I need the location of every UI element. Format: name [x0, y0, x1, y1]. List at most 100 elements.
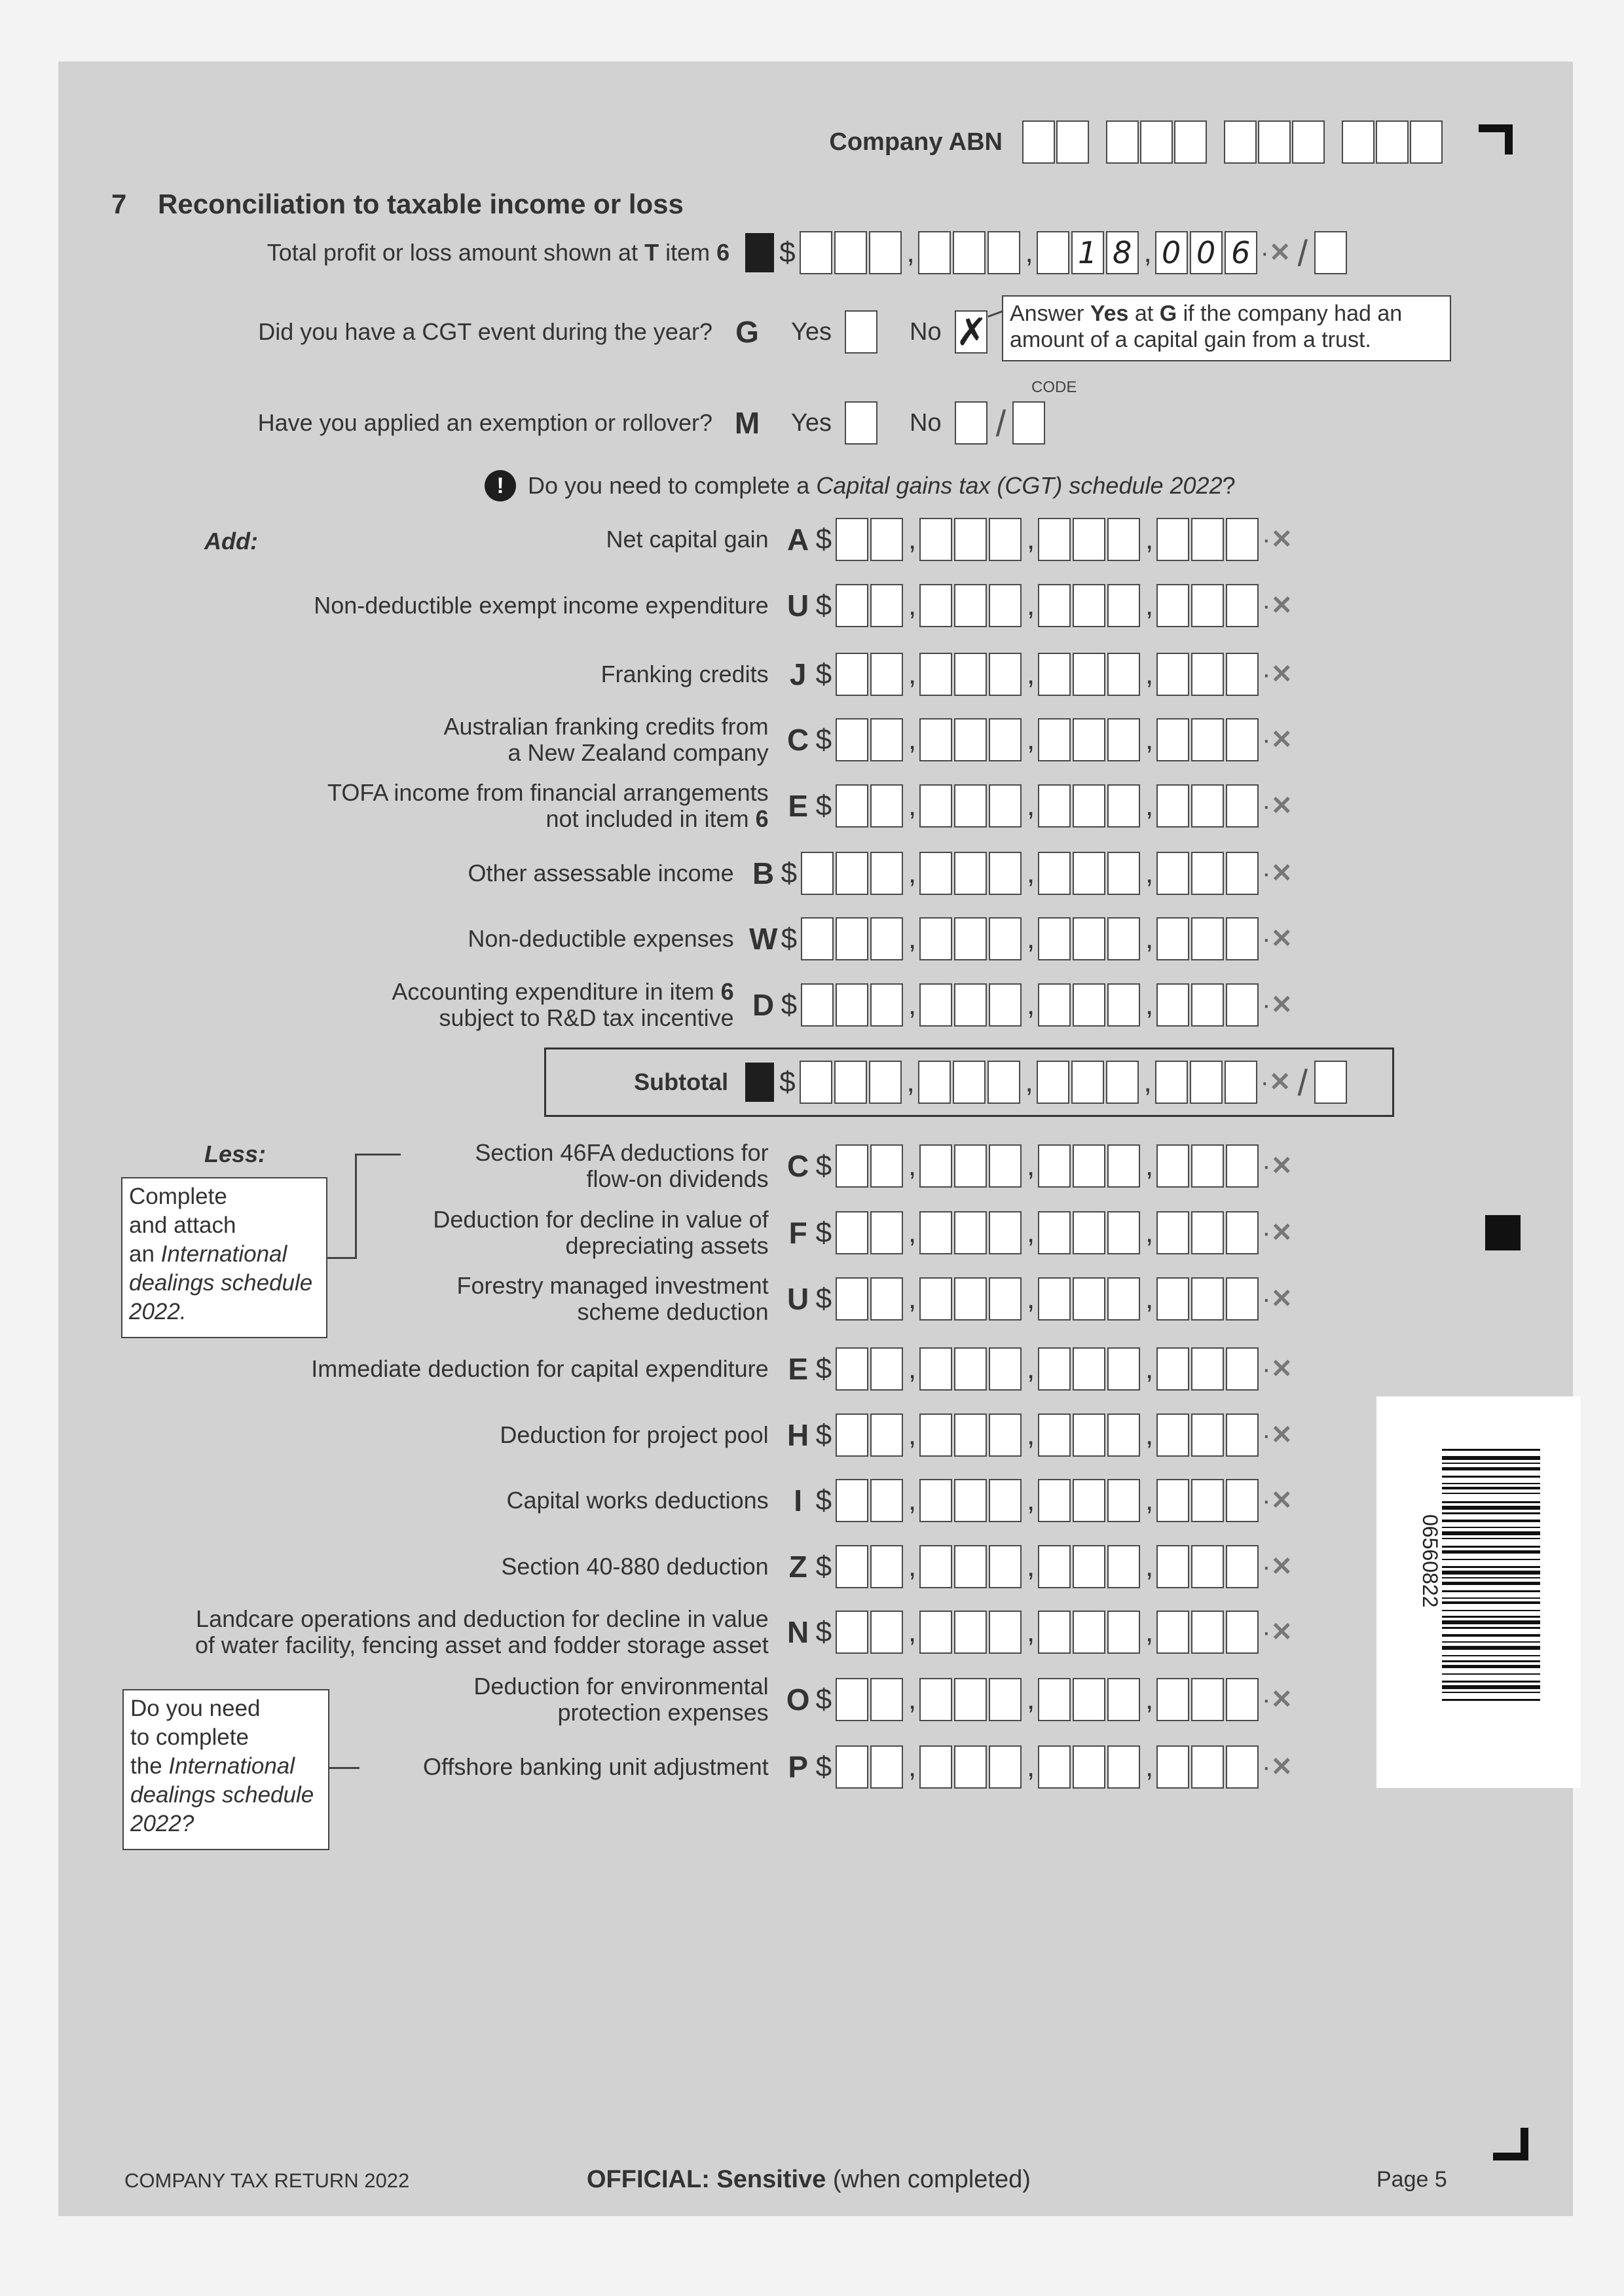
digit-box[interactable] [868, 231, 902, 274]
digit-box[interactable] [919, 1479, 953, 1522]
digit-box[interactable] [954, 1479, 987, 1522]
digit-box[interactable] [870, 1347, 904, 1391]
digit-box[interactable] [1156, 1211, 1190, 1254]
amount-input[interactable]: ,,, [836, 1611, 1261, 1654]
digit-box[interactable] [870, 518, 904, 561]
digit-box[interactable] [1107, 518, 1141, 561]
digit-box[interactable] [836, 1745, 869, 1789]
digit-box[interactable] [989, 784, 1022, 828]
digit-box[interactable] [1191, 718, 1225, 761]
digit-box[interactable] [954, 1678, 987, 1721]
digit-box[interactable] [1140, 120, 1173, 164]
digit-box[interactable] [919, 718, 953, 761]
loss-code-box[interactable] [1314, 231, 1347, 274]
digit-box[interactable] [919, 1144, 953, 1188]
digit-box[interactable] [836, 1144, 869, 1188]
digit-box[interactable] [1191, 1413, 1225, 1457]
digit-box[interactable] [1292, 120, 1325, 164]
digit-box[interactable]: 8 [1105, 231, 1139, 274]
digit-box[interactable] [919, 852, 953, 895]
digit-box[interactable] [836, 653, 869, 696]
digit-box[interactable] [1073, 1745, 1106, 1789]
digit-box[interactable] [1073, 1545, 1106, 1588]
subtotal-code-box[interactable] [1314, 1061, 1347, 1104]
digit-box[interactable]: 0 [1154, 231, 1188, 274]
digit-box[interactable] [1156, 983, 1190, 1027]
digit-box[interactable] [1154, 1061, 1188, 1104]
digit-box[interactable] [919, 1678, 953, 1721]
digit-box[interactable] [919, 653, 953, 696]
digit-box[interactable] [1073, 1611, 1106, 1654]
digit-box[interactable] [1107, 718, 1141, 761]
digit-box[interactable] [1107, 917, 1141, 960]
digit-box[interactable] [1191, 1144, 1225, 1188]
digit-box[interactable] [799, 1061, 832, 1104]
cgt-event-yes-checkbox[interactable] [845, 310, 877, 354]
digit-box[interactable] [1191, 653, 1225, 696]
digit-box[interactable] [836, 1211, 869, 1254]
digit-box[interactable] [1156, 917, 1190, 960]
digit-box[interactable] [836, 1277, 869, 1321]
digit-box[interactable] [870, 1745, 904, 1789]
digit-box[interactable] [870, 852, 904, 895]
digit-box[interactable] [1226, 653, 1259, 696]
digit-box[interactable] [836, 518, 869, 561]
amount-input[interactable]: ,,, [836, 1545, 1261, 1588]
digit-box[interactable] [870, 653, 904, 696]
exemption-no-checkbox[interactable] [954, 401, 987, 445]
digit-box[interactable] [1156, 1347, 1190, 1391]
amount-input[interactable]: ,,, [801, 852, 1261, 895]
amount-input[interactable]: ,,, [836, 518, 1261, 561]
digit-box[interactable] [836, 584, 869, 627]
digit-box[interactable] [1073, 983, 1106, 1027]
digit-box[interactable] [836, 1347, 869, 1391]
digit-box[interactable] [1073, 1479, 1106, 1522]
digit-box[interactable] [836, 917, 869, 960]
digit-box[interactable] [1107, 1479, 1141, 1522]
digit-box[interactable] [836, 784, 869, 828]
digit-box[interactable] [870, 1545, 904, 1588]
digit-box[interactable] [1226, 784, 1259, 828]
digit-box[interactable] [799, 231, 832, 274]
digit-box[interactable] [1191, 1347, 1225, 1391]
digit-box[interactable] [1226, 1413, 1259, 1457]
digit-box[interactable] [1156, 784, 1190, 828]
digit-box[interactable] [836, 983, 869, 1027]
digit-box[interactable] [1226, 584, 1259, 627]
digit-box[interactable] [919, 917, 953, 960]
digit-box[interactable] [1038, 1611, 1071, 1654]
digit-box[interactable] [1056, 120, 1089, 164]
digit-box[interactable] [1107, 852, 1141, 895]
digit-box[interactable] [836, 852, 869, 895]
digit-box[interactable] [870, 983, 904, 1027]
digit-box[interactable] [870, 784, 904, 828]
digit-box[interactable]: 1 [1071, 231, 1104, 274]
digit-box[interactable] [989, 1611, 1022, 1654]
digit-box[interactable] [1038, 584, 1071, 627]
digit-box[interactable] [1189, 1061, 1223, 1104]
amount-input[interactable]: ,,, [836, 1211, 1261, 1254]
digit-box[interactable] [954, 852, 987, 895]
cgt-event-no-checkbox[interactable]: ✗ [954, 310, 988, 354]
digit-box[interactable] [1107, 1277, 1141, 1321]
amount-input[interactable]: ,,, [801, 983, 1261, 1027]
digit-box[interactable] [1073, 1211, 1106, 1254]
digit-box[interactable] [1038, 1211, 1071, 1254]
digit-box[interactable] [954, 718, 987, 761]
digit-box[interactable] [870, 1144, 904, 1188]
digit-box[interactable] [1073, 917, 1106, 960]
digit-box[interactable] [1073, 1678, 1106, 1721]
digit-box[interactable] [870, 1611, 904, 1654]
digit-box[interactable] [1107, 584, 1141, 627]
digit-box[interactable] [836, 1545, 869, 1588]
digit-box[interactable] [1226, 1611, 1259, 1654]
digit-box[interactable] [1191, 584, 1225, 627]
digit-box[interactable] [989, 518, 1022, 561]
subtotal-input[interactable]: ,,, [799, 1061, 1259, 1104]
digit-box[interactable] [1073, 1144, 1106, 1188]
amount-input[interactable]: ,,, [836, 1144, 1261, 1188]
digit-box[interactable] [954, 518, 987, 561]
digit-box[interactable] [1038, 1144, 1071, 1188]
digit-box[interactable] [954, 1413, 987, 1457]
